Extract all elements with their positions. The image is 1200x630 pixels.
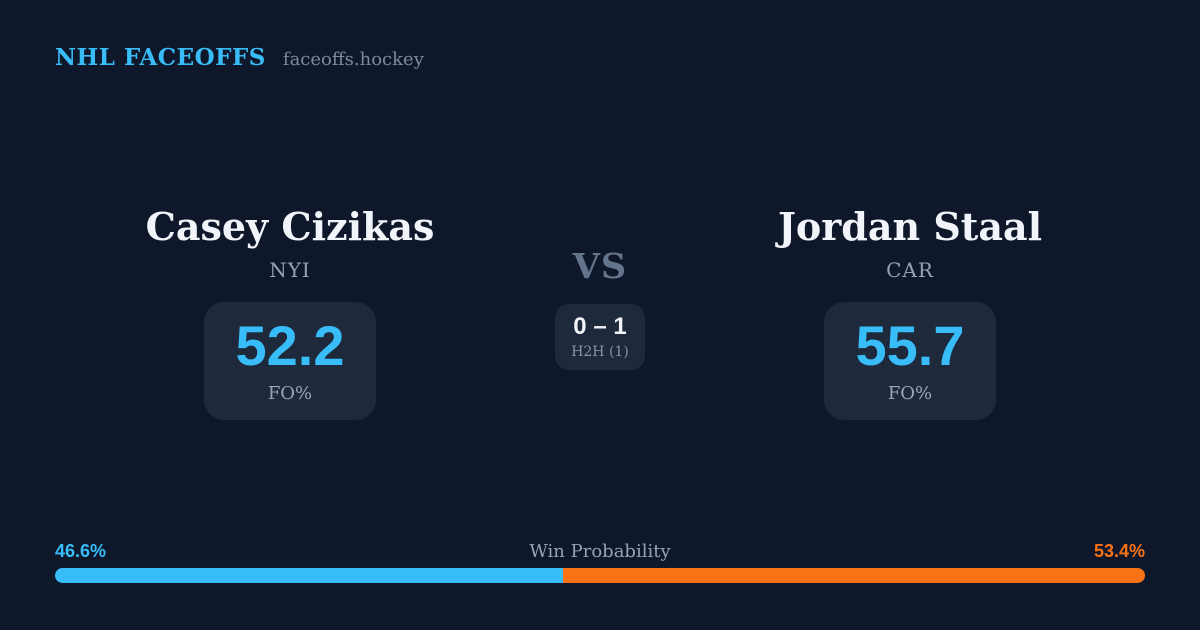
vs-section: VS 0 – 1 H2H (1) [520, 246, 680, 370]
h2h-card: 0 – 1 H2H (1) [555, 304, 645, 370]
win-probability-labels: 46.6% Win Probability 53.4% [55, 541, 1145, 563]
player-section-right: Jordan Staal CAR 55.7 FO% [730, 203, 1090, 420]
player-section-left: Casey Cizikas NYI 52.2 FO% [110, 203, 470, 420]
player-right-name: Jordan Staal [777, 204, 1043, 249]
player-right-team: CAR [886, 257, 934, 282]
win-probability-right-pct: 53.4% [1093, 541, 1145, 561]
vs-label: VS [572, 246, 628, 287]
player-right-stat-card: 55.7 FO% [824, 301, 996, 420]
win-probability-bar-left-segment [55, 568, 563, 583]
site-url: faceoffs.hockey [282, 49, 424, 70]
win-probability-title: Win Probability [529, 541, 671, 562]
h2h-label: H2H (1) [571, 343, 629, 360]
win-probability-bar-right-segment [562, 568, 1145, 583]
player-left-name: Casey Cizikas [145, 204, 435, 249]
player-left-team: NYI [269, 257, 311, 282]
player-left-fo-label: FO% [267, 382, 313, 404]
brand-title: NHL FACEOFFS [55, 44, 266, 71]
win-probability-left-pct: 46.6% [55, 541, 107, 561]
player-right-fo-value: 55.7 [855, 313, 965, 377]
player-right-fo-label: FO% [887, 382, 933, 404]
header: NHL FACEOFFS faceoffs.hockey [55, 44, 424, 71]
win-probability-bar [55, 568, 1145, 583]
h2h-score: 0 – 1 [573, 312, 627, 340]
player-left-fo-value: 52.2 [235, 313, 345, 377]
player-left-stat-card: 52.2 FO% [204, 301, 376, 420]
